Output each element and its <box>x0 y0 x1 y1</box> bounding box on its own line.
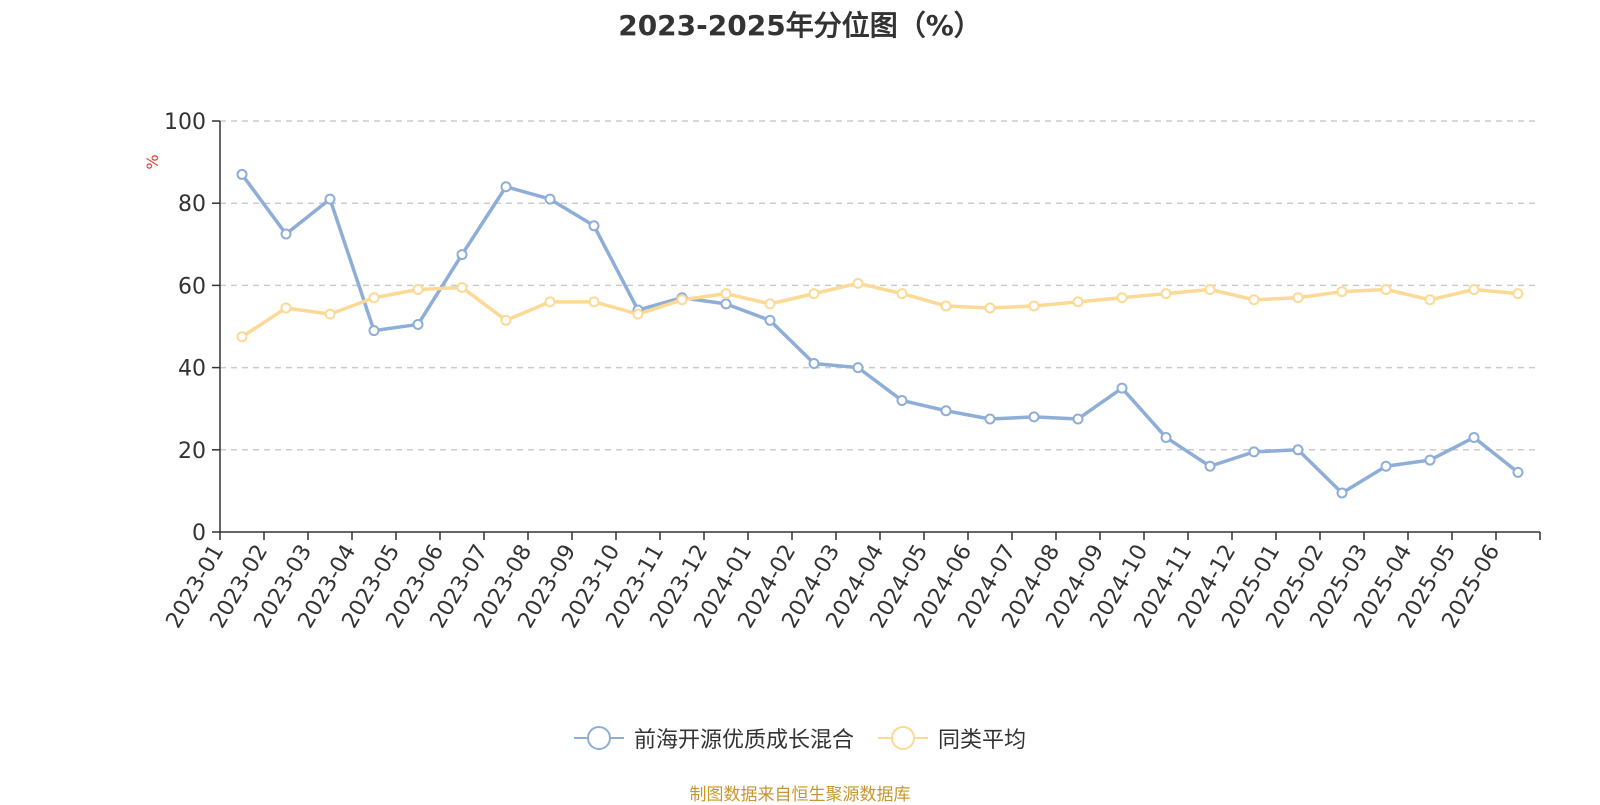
data-point-1[interactable] <box>1468 284 1480 296</box>
series-line-1 <box>241 281 1519 339</box>
data-point-0[interactable] <box>1468 431 1480 443</box>
data-point-1[interactable] <box>896 288 908 300</box>
y-tick-label: 0 <box>192 521 206 546</box>
series-line-0 <box>240 173 1520 495</box>
chart-title: 2023-2025年分位图（%） <box>618 9 982 42</box>
data-point-1[interactable] <box>852 277 864 289</box>
data-point-0[interactable] <box>1512 466 1524 478</box>
axes: 0204060801002023-012023-022023-032023-04… <box>162 110 1541 633</box>
data-point-1[interactable] <box>1072 296 1084 308</box>
data-point-1[interactable] <box>1116 292 1128 304</box>
data-point-0[interactable] <box>544 193 556 205</box>
legend-marker-peer-average <box>878 726 928 750</box>
data-point-0[interactable] <box>852 362 864 374</box>
data-point-1[interactable] <box>368 292 380 304</box>
data-point-1[interactable] <box>1292 292 1304 304</box>
data-point-0[interactable] <box>1292 444 1304 456</box>
data-point-1[interactable] <box>632 308 644 320</box>
data-point-0[interactable] <box>280 228 292 240</box>
data-point-1[interactable] <box>1028 300 1040 312</box>
data-point-1[interactable] <box>1160 288 1172 300</box>
data-point-0[interactable] <box>236 168 248 180</box>
data-point-0[interactable] <box>1028 411 1040 423</box>
data-point-1[interactable] <box>236 331 248 343</box>
legend: 前海开源优质成长混合 同类平均 <box>0 722 1600 754</box>
y-tick-label: 40 <box>178 357 206 382</box>
data-point-0[interactable] <box>588 220 600 232</box>
data-point-1[interactable] <box>808 288 820 300</box>
data-point-1[interactable] <box>984 302 996 314</box>
data-point-0[interactable] <box>324 193 336 205</box>
series-lines <box>236 168 1524 499</box>
y-axis-label: % <box>143 154 162 169</box>
data-point-1[interactable] <box>764 298 776 310</box>
data-point-0[interactable] <box>808 357 820 369</box>
line-chart: 0204060801002023-012023-022023-032023-04… <box>143 110 1541 633</box>
data-point-1[interactable] <box>1336 286 1348 298</box>
legend-label-fund: 前海开源优质成长混合 <box>633 728 854 753</box>
legend-label-peer-average: 同类平均 <box>938 728 1027 753</box>
data-point-1[interactable] <box>412 284 424 296</box>
data-point-1[interactable] <box>1424 294 1436 306</box>
data-point-0[interactable] <box>984 413 996 425</box>
data-point-0[interactable] <box>896 394 908 406</box>
legend-item-peer-average[interactable]: 同类平均 <box>878 722 1026 754</box>
data-point-1[interactable] <box>940 300 952 312</box>
data-point-0[interactable] <box>1336 487 1348 499</box>
data-point-0[interactable] <box>1204 460 1216 472</box>
y-tick-label: 100 <box>164 110 206 135</box>
data-point-0[interactable] <box>368 325 380 337</box>
legend-item-fund[interactable]: 前海开源优质成长混合 <box>573 722 854 754</box>
data-point-0[interactable] <box>940 405 952 417</box>
data-point-1[interactable] <box>588 296 600 308</box>
data-point-0[interactable] <box>1248 446 1260 458</box>
data-point-1[interactable] <box>280 302 292 314</box>
data-point-0[interactable] <box>720 298 732 310</box>
data-point-1[interactable] <box>1248 294 1260 306</box>
data-point-1[interactable] <box>500 314 512 326</box>
y-tick-label: 80 <box>178 192 206 217</box>
data-point-1[interactable] <box>720 288 732 300</box>
data-point-1[interactable] <box>1512 288 1524 300</box>
grid-lines <box>220 120 1540 451</box>
data-point-1[interactable] <box>1204 284 1216 296</box>
data-point-0[interactable] <box>500 181 512 193</box>
data-point-1[interactable] <box>324 308 336 320</box>
data-point-0[interactable] <box>1116 382 1128 394</box>
data-point-0[interactable] <box>456 249 468 261</box>
data-point-0[interactable] <box>1424 454 1436 466</box>
data-point-1[interactable] <box>456 281 468 293</box>
source-note: 制图数据来自恒生聚源数据库 <box>689 785 911 805</box>
data-point-1[interactable] <box>1380 284 1392 296</box>
data-point-0[interactable] <box>1072 413 1084 425</box>
data-point-0[interactable] <box>1380 460 1392 472</box>
data-point-1[interactable] <box>676 294 688 306</box>
data-point-0[interactable] <box>412 318 424 330</box>
data-point-0[interactable] <box>1160 431 1172 443</box>
y-tick-label: 20 <box>178 439 206 464</box>
data-point-0[interactable] <box>764 314 776 326</box>
data-point-1[interactable] <box>544 296 556 308</box>
y-tick-label: 60 <box>178 274 206 299</box>
legend-marker-fund <box>573 726 624 750</box>
